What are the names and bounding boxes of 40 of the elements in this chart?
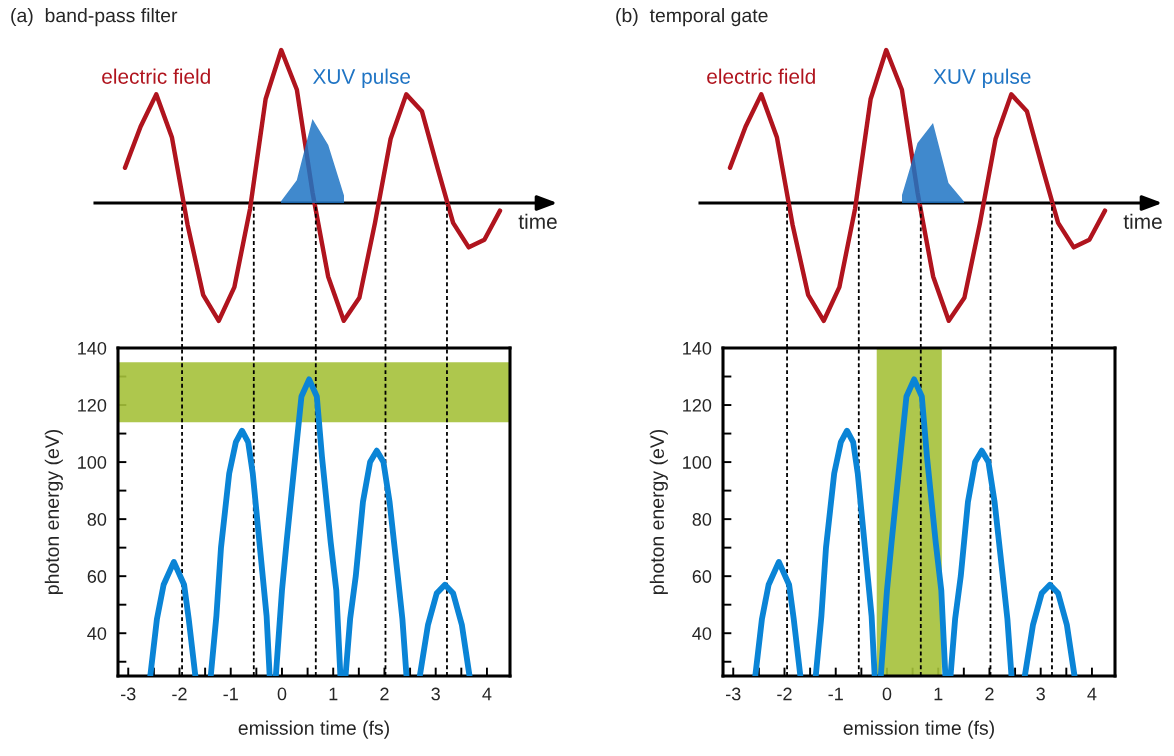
- series-label: XUV pulse: [312, 68, 410, 88]
- y-tick-label: 100: [683, 456, 712, 469]
- y-tick-label: 60: [87, 570, 107, 583]
- x-tick-label: -2: [777, 687, 792, 701]
- x-tick-label: -3: [121, 687, 136, 701]
- y-tick-label: 80: [87, 513, 107, 526]
- y-tick-label: 120: [78, 398, 107, 412]
- y-tick-label: 80: [692, 513, 712, 526]
- y-axis-title: photon energy (eV): [649, 429, 668, 594]
- x-axis-title: emission time (fs): [238, 720, 389, 739]
- x-tick-label: -1: [828, 687, 843, 701]
- x-tick-label: 1: [934, 687, 943, 701]
- y-tick-label: 40: [692, 627, 712, 640]
- y-tick-label: 140: [683, 341, 712, 355]
- y-tick-label: 60: [692, 570, 712, 583]
- y-tick-label: 100: [78, 456, 107, 469]
- x-tick-label: 2: [380, 687, 389, 701]
- series-label: electric field: [102, 68, 210, 84]
- x-tick-label: 0: [277, 687, 287, 701]
- x-tick-label: 3: [1036, 687, 1045, 701]
- x-tick-label: -1: [223, 687, 238, 701]
- y-tick-label: 40: [87, 627, 107, 640]
- series-label: XUV pulse: [933, 68, 1031, 88]
- x-axis-title: emission time (fs): [843, 720, 994, 739]
- x-tick-label: 4: [482, 687, 492, 701]
- x-tick-label: -2: [172, 687, 187, 701]
- series-label: electric field: [707, 68, 815, 84]
- x-axis-title: time: [1123, 213, 1162, 230]
- x-tick-label: 0: [882, 687, 892, 701]
- y-tick-label: 140: [78, 341, 107, 355]
- chart-title: (b) temporal gate: [616, 8, 768, 27]
- x-tick-label: 4: [1087, 687, 1097, 701]
- x-tick-label: -3: [726, 687, 741, 701]
- chart-title: (a) band-pass filter: [11, 8, 178, 27]
- x-axis-title: time: [518, 213, 557, 230]
- x-tick-label: 3: [431, 687, 440, 701]
- x-tick-label: 1: [329, 687, 338, 701]
- x-tick-label: 2: [985, 687, 994, 701]
- y-axis-title: photon energy (eV): [44, 429, 63, 594]
- y-tick-label: 120: [683, 398, 712, 412]
